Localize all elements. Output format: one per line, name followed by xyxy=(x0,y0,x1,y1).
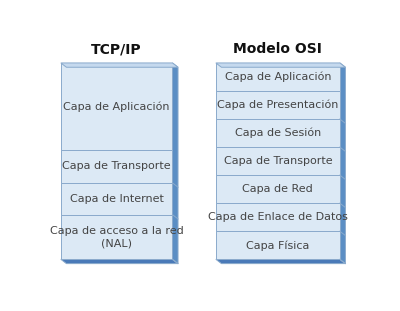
Bar xyxy=(216,119,340,147)
Polygon shape xyxy=(216,63,346,67)
Bar xyxy=(216,175,340,203)
Text: TCP/IP: TCP/IP xyxy=(91,42,142,56)
Bar xyxy=(61,150,172,183)
Text: Capa de acceso a la red
(NAL): Capa de acceso a la red (NAL) xyxy=(50,226,184,248)
Text: Capa de Aplicación: Capa de Aplicación xyxy=(64,101,170,112)
Text: Capa de Enlace de Datos: Capa de Enlace de Datos xyxy=(208,212,348,222)
Bar xyxy=(61,215,172,259)
Bar xyxy=(216,63,340,91)
Polygon shape xyxy=(61,259,178,264)
Bar xyxy=(216,231,340,259)
Text: Modelo OSI: Modelo OSI xyxy=(234,42,322,56)
Bar xyxy=(216,91,340,119)
Text: Capa de Presentación: Capa de Presentación xyxy=(217,100,338,110)
Polygon shape xyxy=(172,63,178,264)
Polygon shape xyxy=(340,63,346,264)
Bar xyxy=(216,147,340,175)
Bar xyxy=(216,203,340,231)
Text: Capa de Transporte: Capa de Transporte xyxy=(224,156,332,166)
Text: Capa Física: Capa Física xyxy=(246,240,310,251)
Bar xyxy=(61,63,172,150)
Polygon shape xyxy=(216,259,346,264)
Bar xyxy=(61,183,172,215)
Polygon shape xyxy=(61,63,178,67)
Text: Capa de Aplicación: Capa de Aplicación xyxy=(225,72,331,82)
Text: Capa de Transporte: Capa de Transporte xyxy=(62,161,171,171)
Text: Capa de Internet: Capa de Internet xyxy=(70,194,164,204)
Text: Capa de Red: Capa de Red xyxy=(242,184,313,194)
Text: Capa de Sesión: Capa de Sesión xyxy=(235,128,321,138)
